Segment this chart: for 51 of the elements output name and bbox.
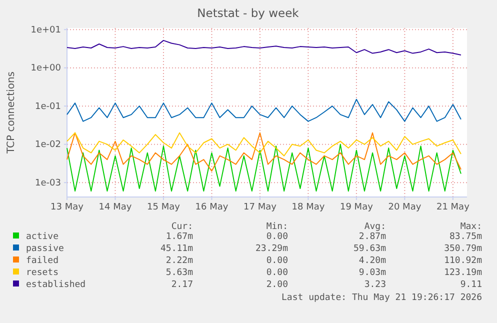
y-tick-label: 1e-02: [35, 140, 61, 150]
text: Avg:: [364, 222, 386, 232]
x-tick-label: 16 May: [195, 202, 229, 212]
line-series: [66, 98, 462, 122]
line-series: [66, 144, 462, 192]
text: 123.19m: [444, 268, 482, 278]
text: 0.00: [266, 232, 288, 242]
x-tick-label: 20 May: [388, 202, 422, 212]
text: 23.29m: [255, 244, 288, 254]
text: 0.00: [266, 268, 288, 278]
text: 83.75m: [449, 232, 482, 242]
legend-label: active: [26, 232, 59, 242]
text: 59.63m: [353, 244, 386, 254]
text: 350.79m: [444, 244, 482, 254]
y-tick-label: 1e-01: [35, 102, 61, 112]
text: 4.20m: [358, 256, 386, 266]
x-tick-label: 21 May: [436, 202, 470, 212]
text: Max:: [460, 222, 482, 232]
text: Min:: [266, 222, 288, 232]
line-series: [66, 40, 462, 56]
legend-label: failed: [26, 256, 59, 266]
text: Cur:: [171, 222, 193, 232]
legend-label: resets: [26, 268, 59, 278]
text: 9.03m: [358, 268, 386, 278]
x-tick-label: 19 May: [340, 202, 374, 212]
text: 5.63m: [166, 268, 193, 278]
x-tick-label: 13 May: [50, 202, 84, 212]
x-tick-label: 18 May: [292, 202, 326, 212]
y-tick-label: 1e+01: [30, 25, 61, 36]
chart-title: Netstat - by week: [197, 6, 300, 20]
text: 2.87m: [358, 232, 386, 242]
text: 2.22m: [166, 256, 193, 266]
text: 2.00: [266, 280, 288, 290]
text: 110.92m: [444, 256, 482, 266]
y-axis-title: TCP connections: [6, 71, 17, 155]
y-tick-label: 1e+00: [30, 64, 62, 74]
legend-label: passive: [26, 244, 64, 254]
y-tick-label: 1e-03: [35, 178, 61, 188]
line-series: [66, 132, 462, 156]
legend-label: established: [26, 280, 86, 290]
text: 2.17: [171, 280, 193, 290]
x-tick-label: 17 May: [244, 202, 278, 212]
text: 0.00: [266, 256, 288, 266]
line-series: [66, 132, 462, 172]
text: 3.23: [364, 280, 386, 290]
text: 1.67m: [166, 232, 193, 242]
x-tick-label: 14 May: [98, 202, 132, 212]
x-tick-label: 15 May: [147, 202, 181, 212]
text: 45.11m: [160, 244, 193, 254]
text: 9.11: [460, 280, 482, 290]
text: Last update: Thu May 21 19:26:17 2026: [282, 293, 482, 303]
